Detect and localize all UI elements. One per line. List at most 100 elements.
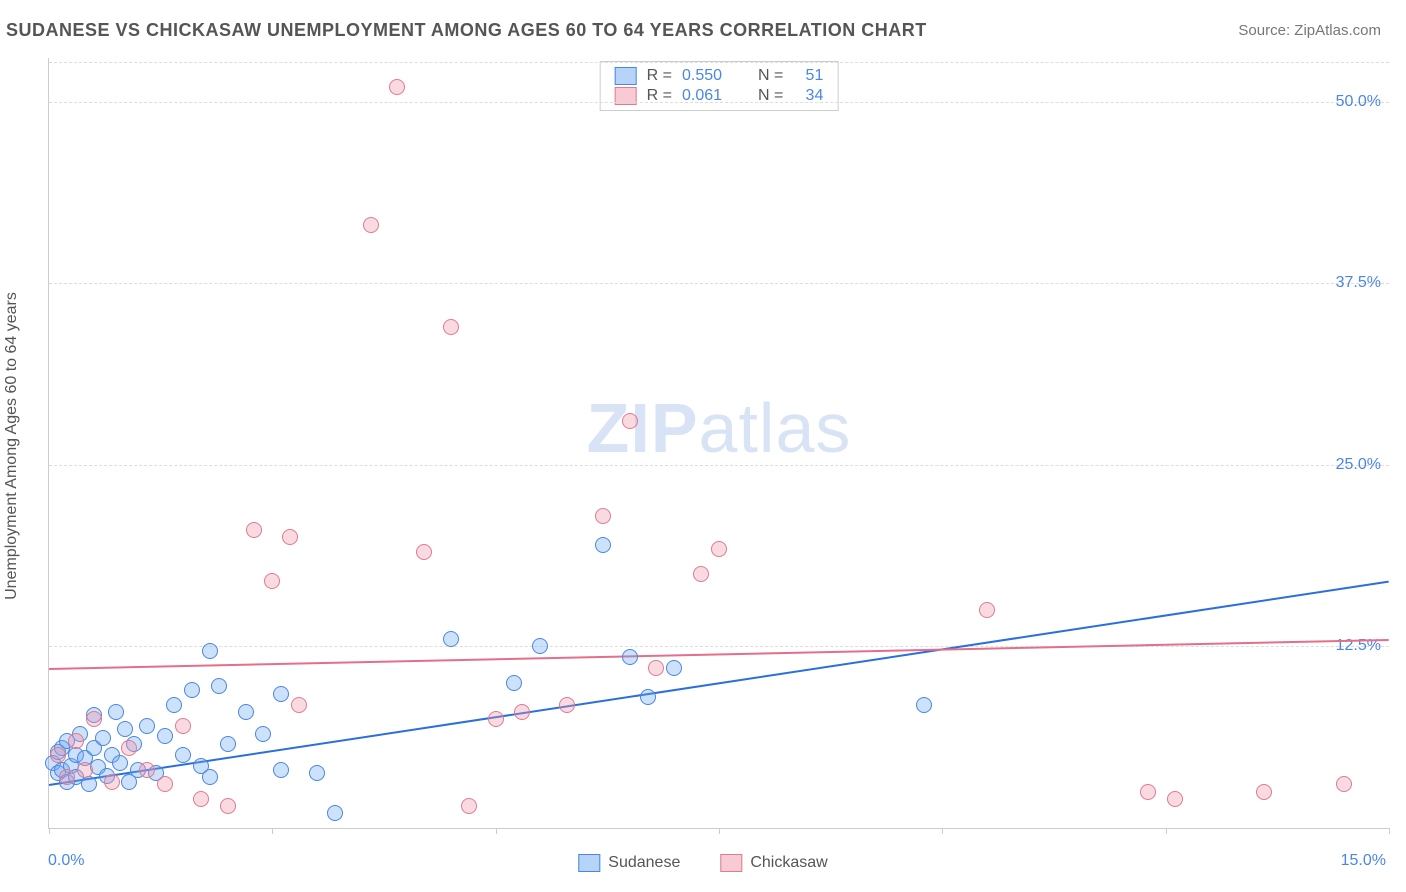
data-point-chickasaw: [622, 413, 638, 429]
data-point-sudanese: [108, 704, 124, 720]
trendline-sudanese: [49, 581, 1389, 786]
data-point-sudanese: [220, 736, 236, 752]
x-axis-min-label: 0.0%: [48, 852, 84, 870]
data-point-chickasaw: [246, 522, 262, 538]
legend-item-chickasaw: Chickasaw: [720, 854, 827, 872]
r-label: R =: [647, 67, 672, 85]
data-point-chickasaw: [1140, 784, 1156, 800]
data-point-sudanese: [666, 660, 682, 676]
gridline: [49, 62, 1389, 63]
data-point-sudanese: [595, 537, 611, 553]
source-name: ZipAtlas.com: [1294, 22, 1381, 39]
data-point-chickasaw: [1256, 784, 1272, 800]
chart-title: SUDANESE VS CHICKASAW UNEMPLOYMENT AMONG…: [6, 20, 927, 41]
data-point-sudanese: [211, 678, 227, 694]
data-point-sudanese: [238, 704, 254, 720]
bottom-legend: Sudanese Chickasaw: [578, 854, 827, 872]
data-point-sudanese: [640, 689, 656, 705]
chart-container: SUDANESE VS CHICKASAW UNEMPLOYMENT AMONG…: [0, 0, 1406, 892]
data-point-chickasaw: [416, 544, 432, 560]
data-point-sudanese: [112, 755, 128, 771]
data-point-chickasaw: [389, 79, 405, 95]
stats-row-sudanese: R = 0.550 N = 51: [615, 66, 824, 86]
data-point-chickasaw: [77, 762, 93, 778]
legend-swatch-icon: [615, 67, 637, 85]
data-point-chickasaw: [175, 718, 191, 734]
legend-item-sudanese: Sudanese: [578, 854, 680, 872]
data-point-chickasaw: [291, 697, 307, 713]
watermark-bold: ZIP: [587, 389, 699, 467]
y-tick-label: 25.0%: [1336, 456, 1381, 474]
n-value: 51: [793, 67, 823, 85]
data-point-chickasaw: [1336, 776, 1352, 792]
data-point-sudanese: [916, 697, 932, 713]
n-label: N =: [758, 67, 783, 85]
data-point-sudanese: [506, 675, 522, 691]
y-axis-label: Unemployment Among Ages 60 to 64 years: [3, 292, 21, 600]
data-point-chickasaw: [220, 798, 236, 814]
gridline: [49, 646, 1389, 647]
data-point-chickasaw: [559, 697, 575, 713]
data-point-sudanese: [622, 649, 638, 665]
x-tick: [1389, 828, 1390, 834]
data-point-chickasaw: [68, 733, 84, 749]
x-tick: [1166, 828, 1167, 834]
legend-swatch-icon: [720, 854, 742, 872]
source-prefix: Source:: [1238, 22, 1294, 39]
data-point-chickasaw: [443, 319, 459, 335]
data-point-sudanese: [255, 726, 271, 742]
gridline: [49, 283, 1389, 284]
data-point-sudanese: [273, 762, 289, 778]
data-point-chickasaw: [121, 740, 137, 756]
data-point-chickasaw: [648, 660, 664, 676]
data-point-sudanese: [202, 769, 218, 785]
legend-label: Sudanese: [608, 854, 680, 872]
x-tick: [272, 828, 273, 834]
data-point-chickasaw: [595, 508, 611, 524]
data-point-sudanese: [175, 747, 191, 763]
data-point-chickasaw: [514, 704, 530, 720]
data-point-chickasaw: [1167, 791, 1183, 807]
watermark-rest: atlas: [699, 389, 852, 467]
data-point-sudanese: [443, 631, 459, 647]
trendline-chickasaw: [49, 639, 1389, 670]
data-point-sudanese: [95, 730, 111, 746]
data-point-sudanese: [117, 721, 133, 737]
data-point-sudanese: [157, 728, 173, 744]
x-tick: [49, 828, 50, 834]
data-point-sudanese: [327, 805, 343, 821]
data-point-sudanese: [166, 697, 182, 713]
data-point-chickasaw: [139, 762, 155, 778]
data-point-chickasaw: [461, 798, 477, 814]
data-point-chickasaw: [86, 711, 102, 727]
data-point-sudanese: [184, 682, 200, 698]
data-point-chickasaw: [693, 566, 709, 582]
data-point-chickasaw: [711, 541, 727, 557]
y-tick-label: 50.0%: [1336, 93, 1381, 111]
data-point-chickasaw: [979, 602, 995, 618]
data-point-chickasaw: [363, 217, 379, 233]
data-point-chickasaw: [282, 529, 298, 545]
x-tick: [496, 828, 497, 834]
data-point-sudanese: [273, 686, 289, 702]
data-point-chickasaw: [50, 747, 66, 763]
data-point-sudanese: [81, 776, 97, 792]
gridline: [49, 102, 1389, 103]
data-point-chickasaw: [157, 776, 173, 792]
gridline: [49, 465, 1389, 466]
data-point-sudanese: [309, 765, 325, 781]
data-point-chickasaw: [193, 791, 209, 807]
r-value: 0.550: [682, 67, 738, 85]
y-tick-label: 37.5%: [1336, 274, 1381, 292]
data-point-chickasaw: [104, 774, 120, 790]
data-point-chickasaw: [488, 711, 504, 727]
data-point-sudanese: [139, 718, 155, 734]
legend-swatch-icon: [578, 854, 600, 872]
data-point-chickasaw: [264, 573, 280, 589]
x-axis-max-label: 15.0%: [1341, 852, 1386, 870]
x-tick: [719, 828, 720, 834]
x-tick: [942, 828, 943, 834]
data-point-sudanese: [532, 638, 548, 654]
legend-label: Chickasaw: [750, 854, 827, 872]
plot-area: ZIPatlas R =0.550N =51R =0.061N =34 12.5…: [48, 58, 1389, 829]
